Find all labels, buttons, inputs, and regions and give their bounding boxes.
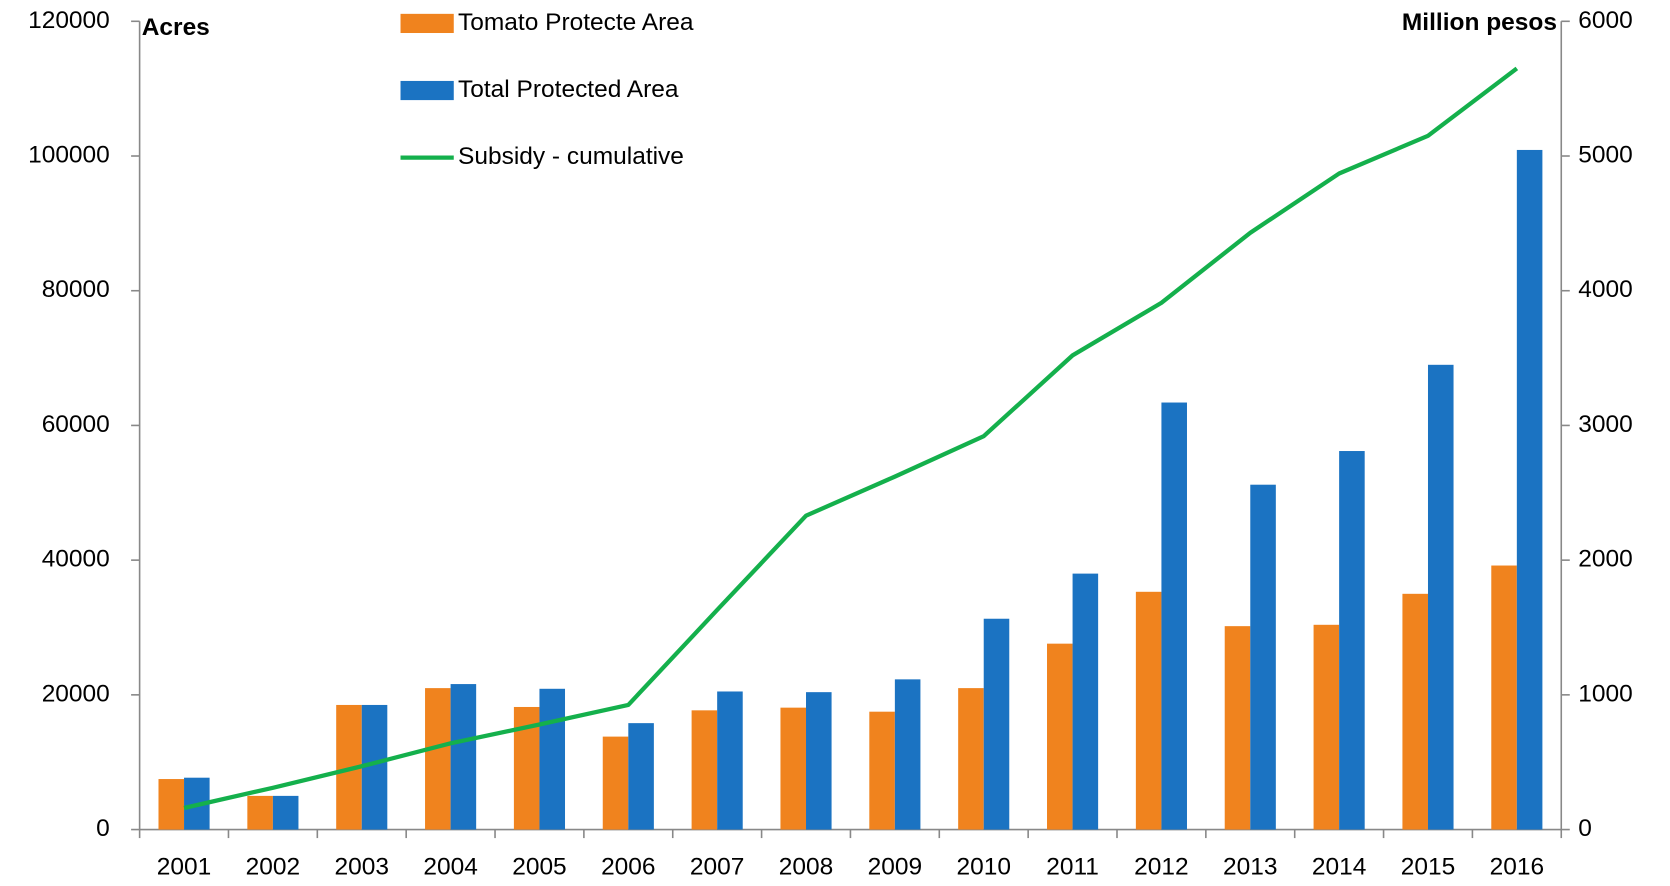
legend-label: Total Protected Area xyxy=(458,76,679,103)
x-tick-label: 2013 xyxy=(1223,853,1277,880)
y-tick-label: 80000 xyxy=(42,276,110,303)
bar xyxy=(894,679,921,830)
x-tick-label: 2011 xyxy=(1046,853,1099,880)
bar xyxy=(806,692,832,830)
legend-label: Subsidy - cumulative xyxy=(458,143,684,170)
x-tick-label: 2009 xyxy=(868,853,922,880)
bar xyxy=(1072,573,1099,830)
bar xyxy=(1047,643,1073,830)
bar xyxy=(983,618,1010,830)
bar xyxy=(602,736,629,830)
y-tick-label: 40000 xyxy=(42,546,110,573)
x-tick-label: 2008 xyxy=(779,853,833,880)
legend-swatch xyxy=(400,80,454,101)
bar xyxy=(958,688,984,830)
y-tick-label: 0 xyxy=(96,815,110,842)
bar xyxy=(1491,565,1517,830)
y-tick-label: 20000 xyxy=(42,680,110,707)
y2-tick-label: 4000 xyxy=(1578,276,1632,303)
bar xyxy=(869,711,895,830)
x-tick-label: 2016 xyxy=(1490,853,1544,880)
bar xyxy=(1161,402,1187,830)
x-tick-label: 2014 xyxy=(1312,853,1366,880)
x-tick-label: 2005 xyxy=(512,853,566,880)
y2-tick-label: 5000 xyxy=(1578,141,1632,168)
y2-tick-label: 1000 xyxy=(1578,680,1632,707)
bar xyxy=(1135,591,1162,830)
x-tick-label: 2004 xyxy=(423,853,477,880)
line-series xyxy=(183,66,1519,811)
y-tick-label: 60000 xyxy=(42,411,110,438)
bar xyxy=(1339,451,1365,830)
bar xyxy=(247,795,273,830)
bar xyxy=(628,723,654,830)
y2-axis-label: Million pesos xyxy=(1402,9,1557,36)
x-tick-label: 2001 xyxy=(157,853,211,880)
x-tick-label: 2007 xyxy=(690,853,744,880)
x-tick-label: 2003 xyxy=(335,853,389,880)
y-axis-label: Acres xyxy=(142,14,210,41)
bar xyxy=(1250,484,1276,830)
bar xyxy=(691,710,718,830)
bar xyxy=(539,688,566,830)
bar xyxy=(272,795,299,830)
x-tick-label: 2002 xyxy=(246,853,300,880)
legend-swatch xyxy=(400,13,454,34)
bar xyxy=(425,688,451,830)
legend-label: Tomato Protecte Area xyxy=(458,9,694,36)
y2-tick-label: 2000 xyxy=(1578,546,1632,573)
y2-tick-label: 0 xyxy=(1578,815,1592,842)
bar xyxy=(717,691,743,830)
bar xyxy=(158,779,185,830)
x-tick-label: 2015 xyxy=(1401,853,1455,880)
y-tick-label: 100000 xyxy=(28,141,110,168)
bar xyxy=(1313,624,1340,830)
x-tick-label: 2012 xyxy=(1134,853,1188,880)
x-tick-label: 2010 xyxy=(956,853,1010,880)
bar xyxy=(780,707,807,830)
bar xyxy=(1402,593,1428,830)
bar xyxy=(1427,364,1454,830)
y2-tick-label: 6000 xyxy=(1578,7,1632,34)
bar xyxy=(1224,626,1251,830)
x-tick-label: 2006 xyxy=(601,853,655,880)
bar xyxy=(450,684,477,830)
bar xyxy=(1516,149,1543,830)
y-tick-label: 120000 xyxy=(28,7,110,34)
y2-tick-label: 3000 xyxy=(1578,411,1632,438)
